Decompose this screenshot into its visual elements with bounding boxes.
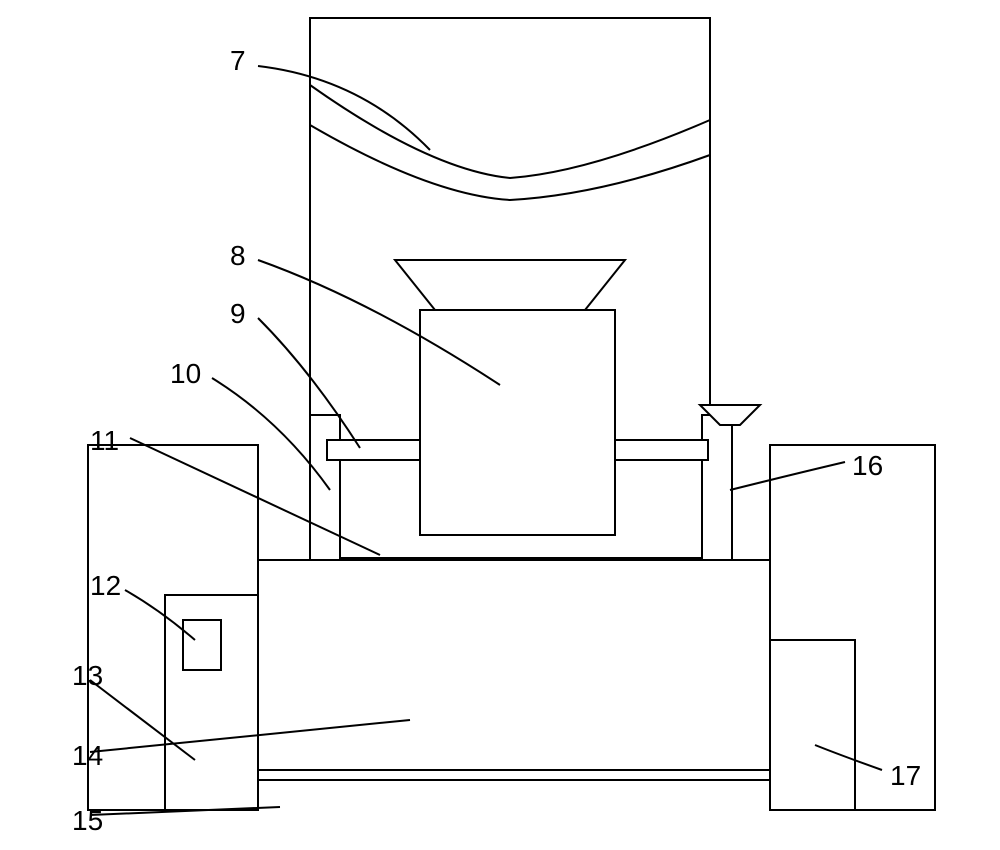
callout-label-9: 9 — [230, 298, 246, 330]
callout-label-15: 15 — [72, 805, 103, 837]
callout-label-12: 12 — [90, 570, 121, 602]
callout-label-10: 10 — [170, 358, 201, 390]
callout-label-11: 11 — [90, 425, 119, 457]
callout-label-8: 8 — [230, 240, 246, 272]
callout-label-13: 13 — [72, 660, 103, 692]
callout-label-14: 14 — [72, 740, 103, 772]
diagram-container: 7 8 9 10 11 12 13 14 15 16 17 — [0, 0, 1000, 845]
technical-diagram-svg — [0, 0, 1000, 845]
callout-label-17: 17 — [890, 760, 921, 792]
callout-label-7: 7 — [230, 45, 246, 77]
callout-label-16: 16 — [852, 450, 883, 482]
